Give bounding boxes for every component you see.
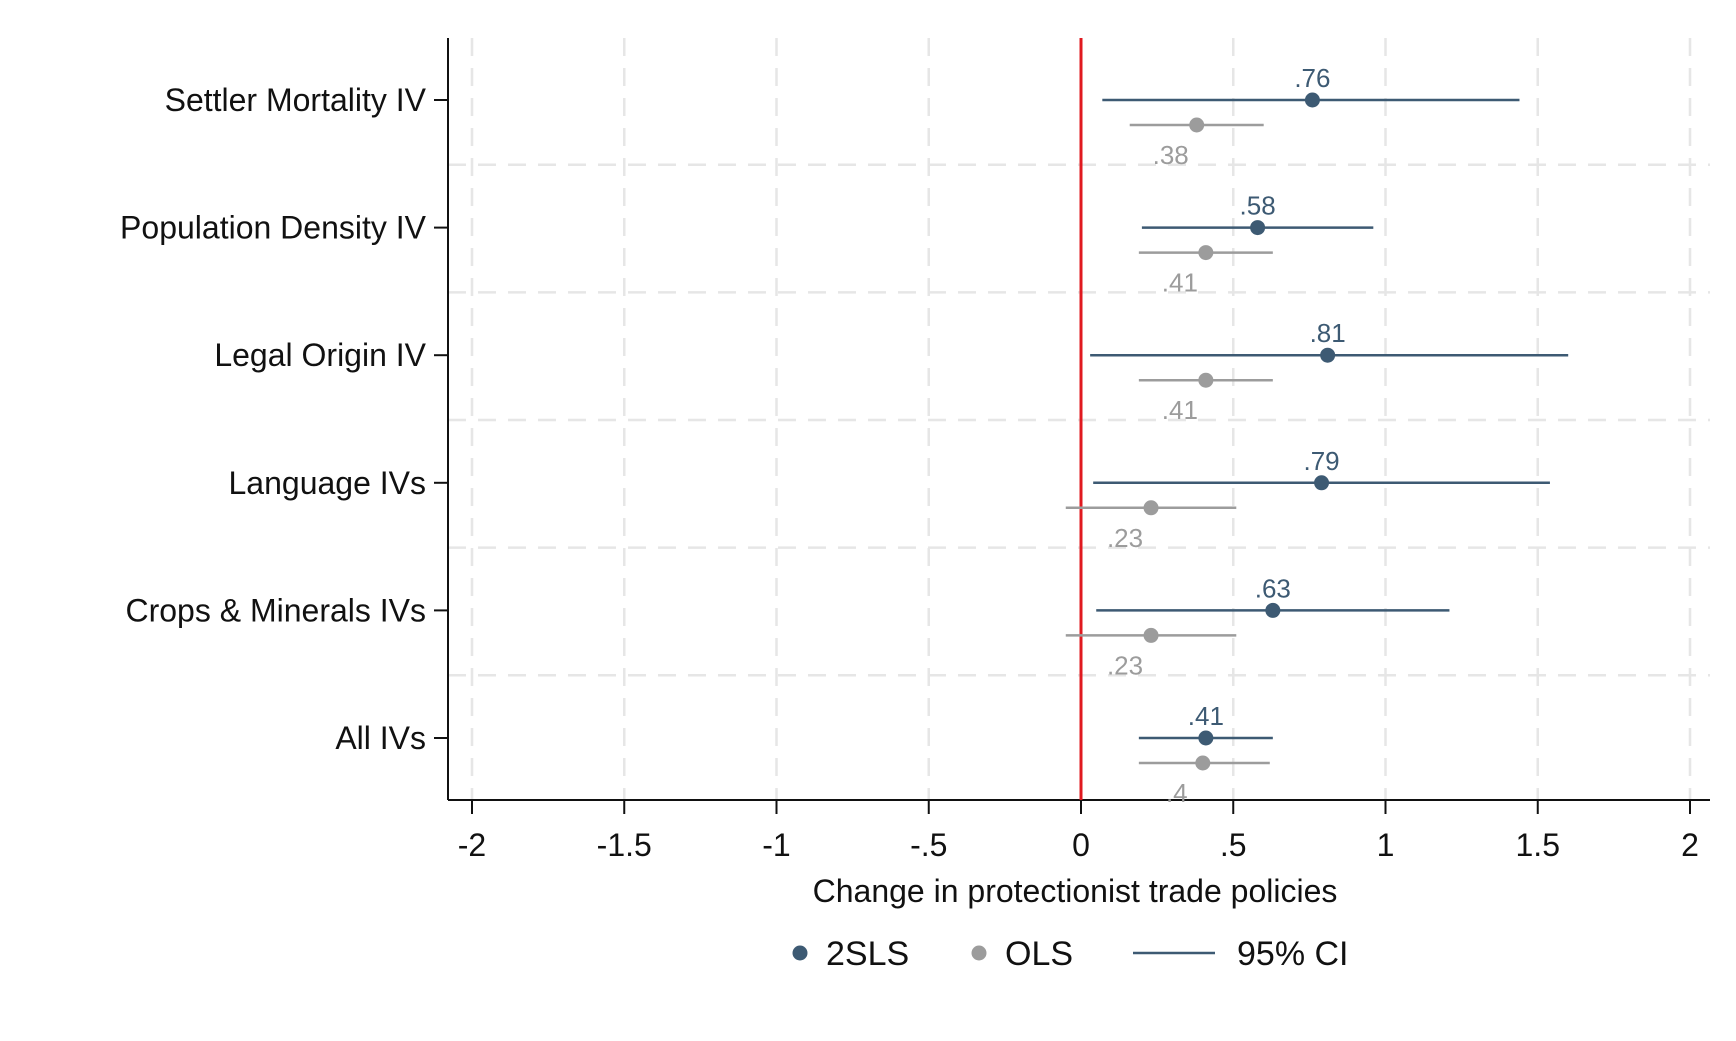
- labels: .76 .58 .81 .79 .63 .41 .38 .41 .41 .23 .23 .4: [1107, 63, 1346, 808]
- estimate-point: [1265, 602, 1281, 618]
- data-label: .63: [1255, 573, 1291, 603]
- estimate-point: [1143, 500, 1159, 516]
- category-label: Language IVs: [229, 465, 427, 501]
- x-tick-label: 2: [1681, 827, 1699, 863]
- x-tick-label: -1: [762, 827, 790, 863]
- legend-marker-2sls: [792, 945, 808, 961]
- data-label: .58: [1240, 191, 1276, 221]
- estimate-point: [1320, 347, 1336, 363]
- x-tick-label: -1.5: [597, 827, 652, 863]
- axes: -2 -1.5 -1 -.5 0 .5 1 1.5 2 Settler Mortality IV P…: [120, 38, 1710, 863]
- category-label: Population Density IV: [120, 210, 427, 246]
- data-label: .76: [1294, 63, 1330, 93]
- legend-marker-ols: [971, 945, 987, 961]
- x-tick-label: 1.5: [1516, 827, 1560, 863]
- x-tick-label: 0: [1072, 827, 1090, 863]
- estimate-point: [1250, 220, 1266, 236]
- data-label: .41: [1162, 395, 1198, 425]
- legend-label: 2SLS: [826, 935, 909, 973]
- data-label: .38: [1153, 140, 1189, 170]
- estimate-point: [1304, 92, 1320, 108]
- legend: 2SLS OLS 95% CI: [792, 935, 1349, 973]
- estimate-point: [1314, 475, 1330, 491]
- legend-label: OLS: [1005, 935, 1073, 973]
- x-tick-label: -2: [458, 827, 486, 863]
- data-marks: [1065, 92, 1569, 771]
- data-label: .79: [1303, 446, 1339, 476]
- data-label: .41: [1188, 701, 1224, 731]
- category-label: All IVs: [335, 720, 426, 756]
- estimate-point: [1198, 245, 1214, 261]
- x-tick-label: 1: [1377, 827, 1395, 863]
- category-label: Legal Origin IV: [214, 337, 426, 373]
- data-label: .81: [1310, 318, 1346, 348]
- estimate-point: [1189, 117, 1205, 133]
- legend-label: 95% CI: [1237, 935, 1349, 973]
- estimate-point: [1198, 730, 1214, 746]
- data-label: .23: [1107, 650, 1143, 680]
- estimate-point: [1198, 372, 1214, 388]
- x-axis-title: Change in protectionist trade policies: [813, 873, 1338, 909]
- data-label: .23: [1107, 523, 1143, 553]
- estimate-point: [1143, 627, 1159, 643]
- grid: [448, 38, 1710, 800]
- data-label: .41: [1162, 268, 1198, 298]
- category-label: Settler Mortality IV: [165, 82, 427, 118]
- x-tick-label: -.5: [910, 827, 947, 863]
- category-label: Crops & Minerals IVs: [125, 592, 426, 628]
- data-label: .4: [1166, 778, 1188, 808]
- estimate-point: [1195, 755, 1211, 771]
- x-tick-label: .5: [1220, 827, 1247, 863]
